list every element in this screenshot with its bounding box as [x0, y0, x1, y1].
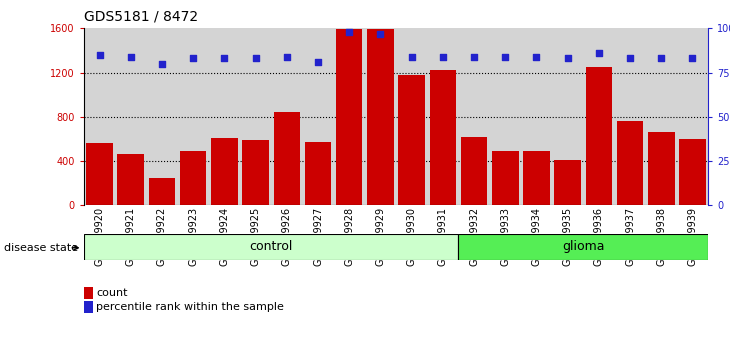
- Bar: [646, 28, 677, 205]
- Bar: [523, 151, 550, 205]
- Bar: [304, 142, 331, 205]
- Point: [281, 54, 293, 59]
- Point: [531, 54, 542, 59]
- Bar: [334, 28, 365, 205]
- Text: percentile rank within the sample: percentile rank within the sample: [96, 302, 284, 312]
- Bar: [177, 28, 209, 205]
- Point: [125, 54, 137, 59]
- Bar: [242, 140, 269, 205]
- Bar: [396, 28, 427, 205]
- Point: [312, 59, 324, 65]
- Bar: [427, 28, 458, 205]
- Bar: [274, 113, 300, 205]
- Text: control: control: [250, 240, 293, 253]
- Text: count: count: [96, 288, 128, 298]
- Bar: [180, 151, 207, 205]
- Point: [687, 56, 699, 61]
- Text: disease state: disease state: [4, 243, 78, 253]
- Bar: [118, 154, 144, 205]
- Point: [562, 56, 574, 61]
- Bar: [302, 28, 334, 205]
- Bar: [149, 178, 175, 205]
- Bar: [677, 28, 708, 205]
- Bar: [490, 28, 521, 205]
- Bar: [679, 139, 706, 205]
- Point: [468, 54, 480, 59]
- Bar: [272, 28, 302, 205]
- Bar: [583, 28, 615, 205]
- Point: [156, 61, 168, 67]
- Point: [343, 29, 355, 35]
- Bar: [648, 132, 675, 205]
- Bar: [240, 28, 272, 205]
- Bar: [336, 29, 363, 205]
- Bar: [552, 28, 583, 205]
- Bar: [492, 151, 518, 205]
- Bar: [146, 28, 177, 205]
- Bar: [399, 75, 425, 205]
- Point: [218, 56, 230, 61]
- Point: [499, 54, 511, 59]
- Bar: [461, 137, 488, 205]
- Bar: [209, 28, 240, 205]
- Text: glioma: glioma: [562, 240, 604, 253]
- Point: [188, 56, 199, 61]
- Bar: [84, 28, 115, 205]
- Bar: [615, 28, 646, 205]
- Point: [593, 50, 604, 56]
- Text: GDS5181 / 8472: GDS5181 / 8472: [84, 9, 198, 23]
- Bar: [458, 234, 708, 260]
- Bar: [367, 29, 393, 205]
- Point: [437, 54, 449, 59]
- Bar: [86, 143, 113, 205]
- Bar: [617, 121, 643, 205]
- Point: [93, 52, 105, 58]
- Point: [250, 56, 261, 61]
- Bar: [521, 28, 552, 205]
- Point: [406, 54, 418, 59]
- Bar: [365, 28, 396, 205]
- Bar: [84, 234, 458, 260]
- Bar: [585, 67, 612, 205]
- Bar: [429, 70, 456, 205]
- Bar: [554, 160, 581, 205]
- Point: [624, 56, 636, 61]
- Bar: [211, 138, 238, 205]
- Point: [374, 31, 386, 36]
- Point: [656, 56, 667, 61]
- Bar: [458, 28, 490, 205]
- Bar: [115, 28, 146, 205]
